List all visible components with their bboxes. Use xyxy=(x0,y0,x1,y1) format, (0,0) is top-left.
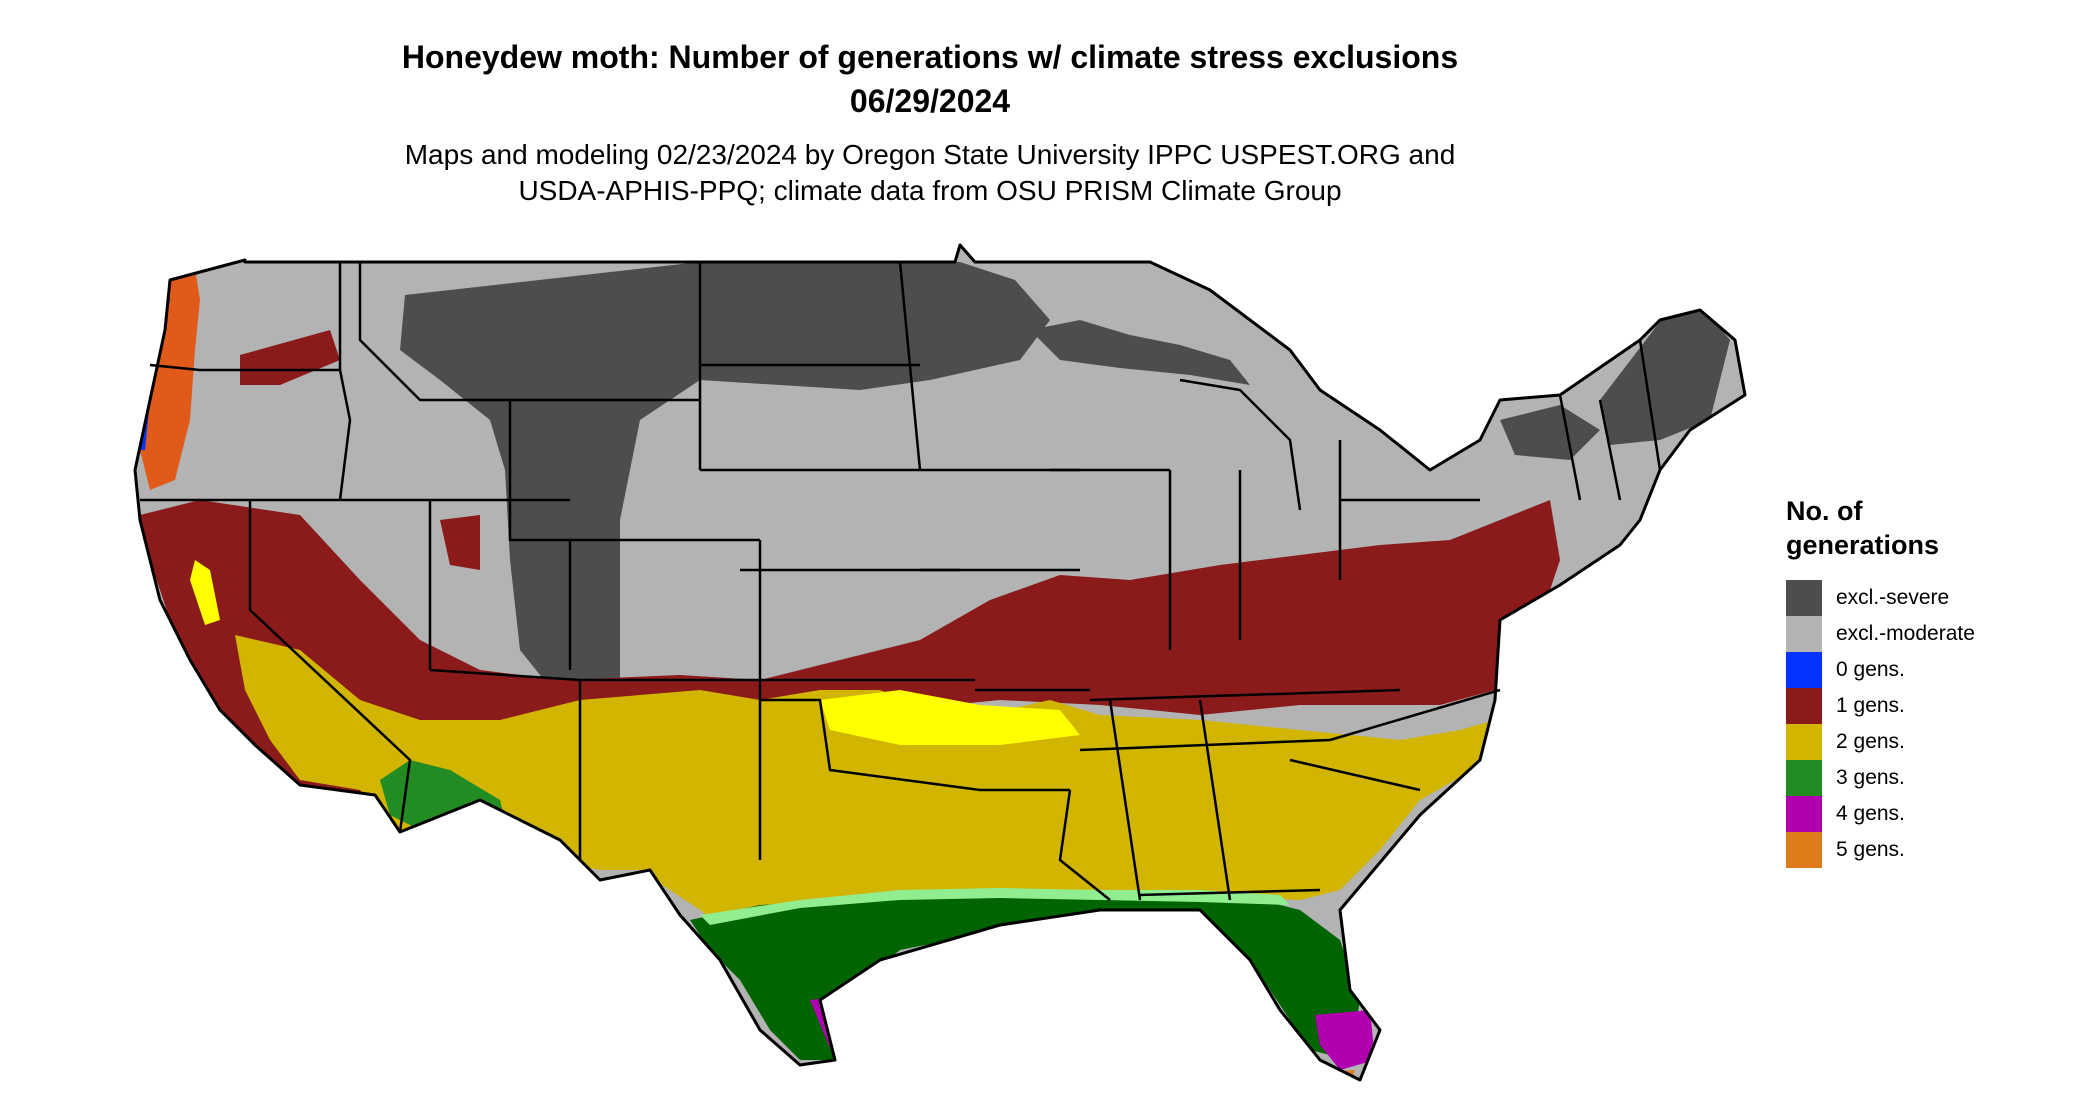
border-wa-or xyxy=(149,363,340,372)
legend-item-excl-severe: excl.-severe xyxy=(1786,580,2086,616)
legend-items: excl.-severe excl.-moderate 0 gens. 1 ge… xyxy=(1786,580,2086,868)
legend-label: 5 gens. xyxy=(1836,838,1905,861)
legend-label: excl.-severe xyxy=(1836,586,1950,609)
zone-excl-severe-northeast-patch xyxy=(1500,405,1600,460)
border-ut-az xyxy=(429,668,581,682)
legend-label: 1 gens. xyxy=(1836,694,1905,717)
legend-label: excl.-moderate xyxy=(1836,622,1975,645)
zone-excl-severe-northern-plains xyxy=(400,262,1050,720)
map-subtitle-line2: USDA-APHIS-PPQ; climate data from OSU PR… xyxy=(518,175,1342,206)
border-mi-lower xyxy=(1179,378,1302,511)
legend-swatch xyxy=(1786,796,1822,832)
zone-excl-severe-great-lakes xyxy=(1030,320,1250,385)
zone-gen2-light-central-valley xyxy=(190,560,220,625)
legend-label: 2 gens. xyxy=(1836,730,1905,753)
border-va-nc xyxy=(1329,688,1501,742)
border-ca-nv xyxy=(248,500,412,833)
legend-title-line1: No. of xyxy=(1786,496,1863,526)
legend-item-3-gens: 3 gens. xyxy=(1786,760,2086,796)
border-ok-tx xyxy=(760,698,981,792)
zone-gen3-light-arizona-edge xyxy=(390,830,500,855)
legend-item-4-gens: 4 gens. xyxy=(1786,796,2086,832)
border-new-england xyxy=(1558,339,1662,501)
us-generations-map xyxy=(133,243,1747,1082)
legend-swatch xyxy=(1786,616,1822,652)
border-la-ms xyxy=(1058,789,1111,901)
legend-item-0-gens: 0 gens. xyxy=(1786,652,2086,688)
zone-gen3-light-gulf-edge xyxy=(700,888,1290,925)
border-ms-al xyxy=(1108,699,1142,901)
legend-item-1-gens: 1 gens. xyxy=(1786,688,2086,724)
legend-item-excl-moderate: excl.-moderate xyxy=(1786,616,2086,652)
map-title-line1: Honeydew moth: Number of generations w/ … xyxy=(401,39,1459,75)
legend-swatch xyxy=(1786,580,1822,616)
border-or-id xyxy=(338,369,352,501)
national-outline xyxy=(133,243,1747,1082)
legend-swatch xyxy=(1786,688,1822,724)
zone-gen2-south xyxy=(235,635,1495,950)
zone-gen2-light-arklatex xyxy=(820,690,1080,745)
border-tn-south xyxy=(1079,738,1331,752)
legend-item-5-gens: 5 gens. xyxy=(1786,832,2086,868)
legend-swatch xyxy=(1786,652,1822,688)
zone-excl-severe-northeast xyxy=(1600,310,1730,445)
legend-title: No. of generations xyxy=(1786,494,2086,562)
border-wy-ut-co xyxy=(508,400,572,670)
border-al-ga xyxy=(1198,699,1232,901)
legend-label: 3 gens. xyxy=(1836,766,1905,789)
border-id-mt xyxy=(340,260,510,402)
border-nc-sc xyxy=(1289,758,1421,792)
legend-label: 4 gens. xyxy=(1836,802,1905,825)
legend: No. of generations excl.-severe excl.-mo… xyxy=(1786,494,2086,868)
map-subtitle-line1: Maps and modeling 02/23/2024 by Oregon S… xyxy=(404,139,1456,170)
zone-gen3-gulf-coast xyxy=(690,890,1360,1060)
border-ky-tn xyxy=(1089,688,1401,702)
legend-swatch xyxy=(1786,832,1822,868)
border-dakotas-mn xyxy=(898,261,922,471)
legend-item-2-gens: 2 gens. xyxy=(1786,724,2086,760)
map-title-date: 06/29/2024 xyxy=(849,83,1011,119)
border-fl-north xyxy=(1139,888,1321,897)
legend-label: 0 gens. xyxy=(1836,658,1905,681)
legend-swatch xyxy=(1786,724,1822,760)
legend-swatch xyxy=(1786,760,1822,796)
zone-gen4-south-florida xyxy=(1315,1010,1375,1070)
legend-title-line2: generations xyxy=(1786,530,1940,560)
state-borders xyxy=(140,260,1662,901)
zone-gen1-nevada xyxy=(440,515,480,570)
